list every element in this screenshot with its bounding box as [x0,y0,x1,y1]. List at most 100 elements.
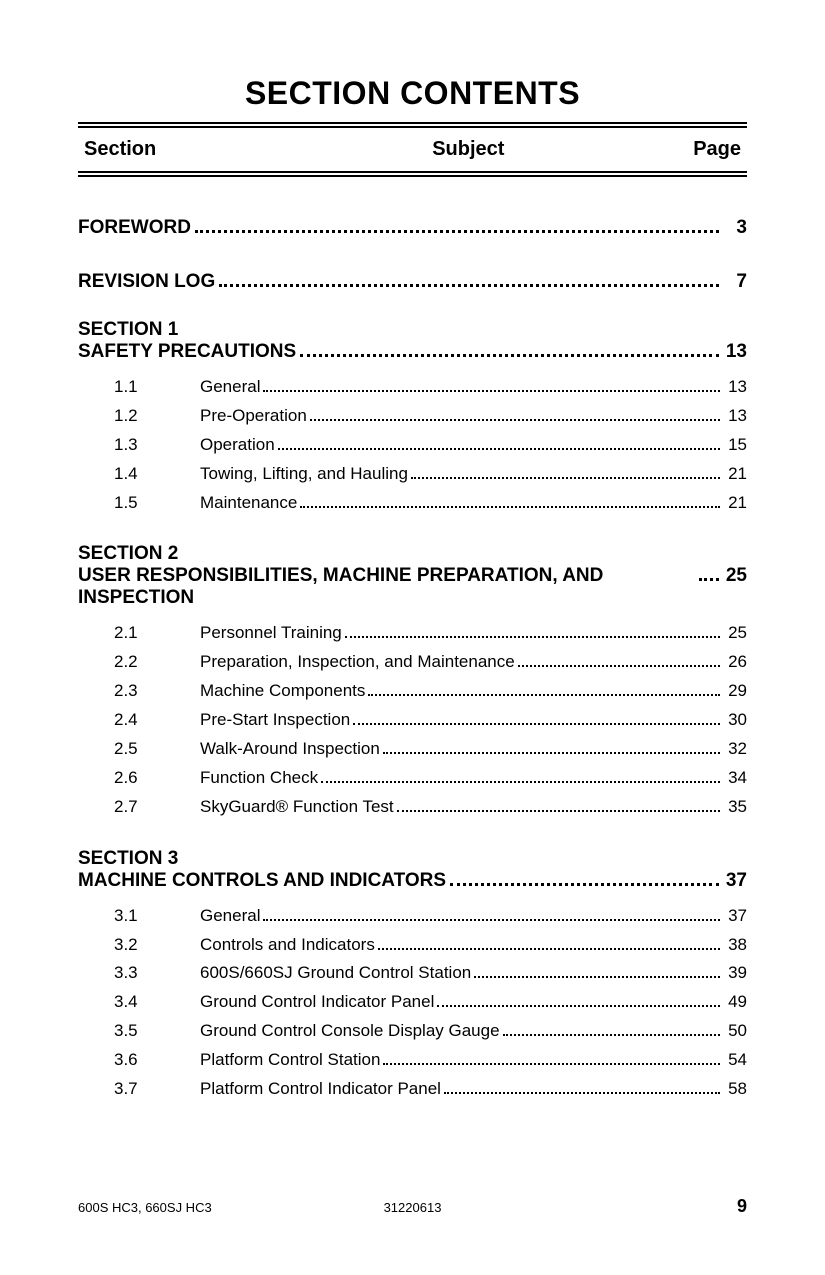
toc-sub-entry: 3.1General37 [78,902,747,931]
toc-sub-entry: 2.7SkyGuard® Function Test35 [78,793,747,822]
toc-sub-page: 15 [723,431,747,460]
toc-sub-num: 3.4 [114,988,200,1017]
toc-sub-entry: 3.7Platform Control Indicator Panel58 [78,1075,747,1104]
toc-sub-page: 21 [723,489,747,518]
toc-section-page: 13 [723,341,747,363]
dot-leader [383,1063,720,1065]
toc-sub-entry: 1.3Operation15 [78,431,747,460]
toc-sub-label: 600S/660SJ Ground Control Station [200,959,471,988]
toc-sub-entry: 3.4Ground Control Indicator Panel 49 [78,988,747,1017]
toc-entry-page: 3 [723,217,747,239]
toc-sub-num: 3.5 [114,1017,200,1046]
toc-sub-num: 2.5 [114,735,200,764]
toc-sub-num: 1.5 [114,489,200,518]
toc-sub-entry: 3.6Platform Control Station54 [78,1046,747,1075]
dot-leader [397,810,720,812]
toc-sub-list: 2.1Personnel Training252.2Preparation, I… [78,619,747,821]
toc-sub-entry: 2.4Pre-Start Inspection30 [78,706,747,735]
dot-leader [444,1092,720,1094]
toc-sub-num: 1.3 [114,431,200,460]
toc-sub-page: 25 [723,619,747,648]
toc-sub-page: 29 [723,677,747,706]
rule-top [78,122,747,128]
toc: FOREWORD 3 REVISION LOG 7 SECTION 1SAFETY PR… [78,217,747,1104]
toc-sub-entry: 2.3Machine Components 29 [78,677,747,706]
toc-sub-page: 49 [723,988,747,1017]
dot-leader [263,390,720,392]
toc-sub-page: 37 [723,902,747,931]
toc-section-tag: SECTION 1 [78,319,747,341]
toc-sub-page: 26 [723,648,747,677]
dot-leader [300,506,720,508]
dot-leader [345,636,720,638]
dot-leader [195,230,719,233]
page-title: SECTION CONTENTS [78,75,747,112]
toc-sub-entry: 2.5Walk-Around Inspection32 [78,735,747,764]
toc-sub-num: 3.6 [114,1046,200,1075]
toc-entry-label: FOREWORD [78,217,191,239]
toc-sub-entry: 3.2Controls and Indicators38 [78,931,747,960]
toc-sub-page: 38 [723,931,747,960]
dot-leader [518,665,720,667]
page: SECTION CONTENTS Section Subject Page FO… [0,0,825,1275]
toc-sub-label: Platform Control Station [200,1046,380,1075]
footer-left: 600S HC3, 660SJ HC3 [78,1200,301,1215]
dot-leader [300,354,719,357]
toc-sub-entry: 2.2Preparation, Inspection, and Maintena… [78,648,747,677]
toc-sub-label: Preparation, Inspection, and Maintenance [200,648,515,677]
toc-section-title: MACHINE CONTROLS AND INDICATORS 37 [78,870,747,892]
toc-sub-num: 2.4 [114,706,200,735]
toc-sub-label: Personnel Training [200,619,342,648]
toc-sub-num: 3.7 [114,1075,200,1104]
toc-sub-entry: 1.2Pre-Operation13 [78,402,747,431]
toc-sub-num: 2.3 [114,677,200,706]
dot-leader [378,948,720,950]
dot-leader [263,919,720,921]
toc-sub-page: 39 [723,959,747,988]
toc-section-tag: SECTION 3 [78,848,747,870]
toc-entry-page: 7 [723,271,747,293]
column-headers: Section Subject Page [78,136,747,167]
toc-sub-entry: 1.1General13 [78,373,747,402]
toc-section-label: SAFETY PRECAUTIONS [78,341,296,363]
toc-sub-label: Pre-Operation [200,402,307,431]
toc-sub-entry: 3.3600S/660SJ Ground Control Station 39 [78,959,747,988]
toc-top-entry: FOREWORD 3 [78,217,747,239]
toc-section-tag: SECTION 2 [78,543,747,565]
toc-section-page: 37 [723,870,747,892]
toc-section-label: MACHINE CONTROLS AND INDICATORS [78,870,446,892]
col-page: Page [623,138,741,161]
toc-section-title: SAFETY PRECAUTIONS 13 [78,341,747,363]
toc-sub-entry: 1.4Towing, Lifting, and Hauling21 [78,460,747,489]
toc-sub-num: 1.4 [114,460,200,489]
footer-center: 31220613 [301,1200,524,1215]
dot-leader [474,976,720,978]
toc-sub-page: 30 [723,706,747,735]
toc-top-entry: REVISION LOG 7 [78,271,747,293]
dot-leader [411,477,720,479]
dot-leader [321,781,720,783]
toc-sub-label: Machine Components [200,677,365,706]
toc-sub-page: 50 [723,1017,747,1046]
toc-sub-num: 1.2 [114,402,200,431]
toc-sub-label: Ground Control Indicator Panel [200,988,434,1017]
toc-sub-page: 34 [723,764,747,793]
toc-entry-label: REVISION LOG [78,271,215,293]
col-subject: Subject [314,138,623,161]
dot-leader [368,694,720,696]
toc-sub-num: 3.2 [114,931,200,960]
toc-sub-page: 58 [723,1075,747,1104]
toc-sub-label: Function Check [200,764,318,793]
dot-leader [450,883,719,886]
toc-sub-num: 2.6 [114,764,200,793]
dot-leader [383,752,720,754]
toc-sub-num: 3.3 [114,959,200,988]
toc-sub-label: Maintenance [200,489,297,518]
toc-sub-num: 2.2 [114,648,200,677]
toc-sub-list: 3.1General373.2Controls and Indicators38… [78,902,747,1104]
dot-leader [219,284,719,287]
dot-leader [437,1005,720,1007]
col-section: Section [84,138,314,161]
dot-leader [310,419,720,421]
toc-sub-label: Walk-Around Inspection [200,735,380,764]
